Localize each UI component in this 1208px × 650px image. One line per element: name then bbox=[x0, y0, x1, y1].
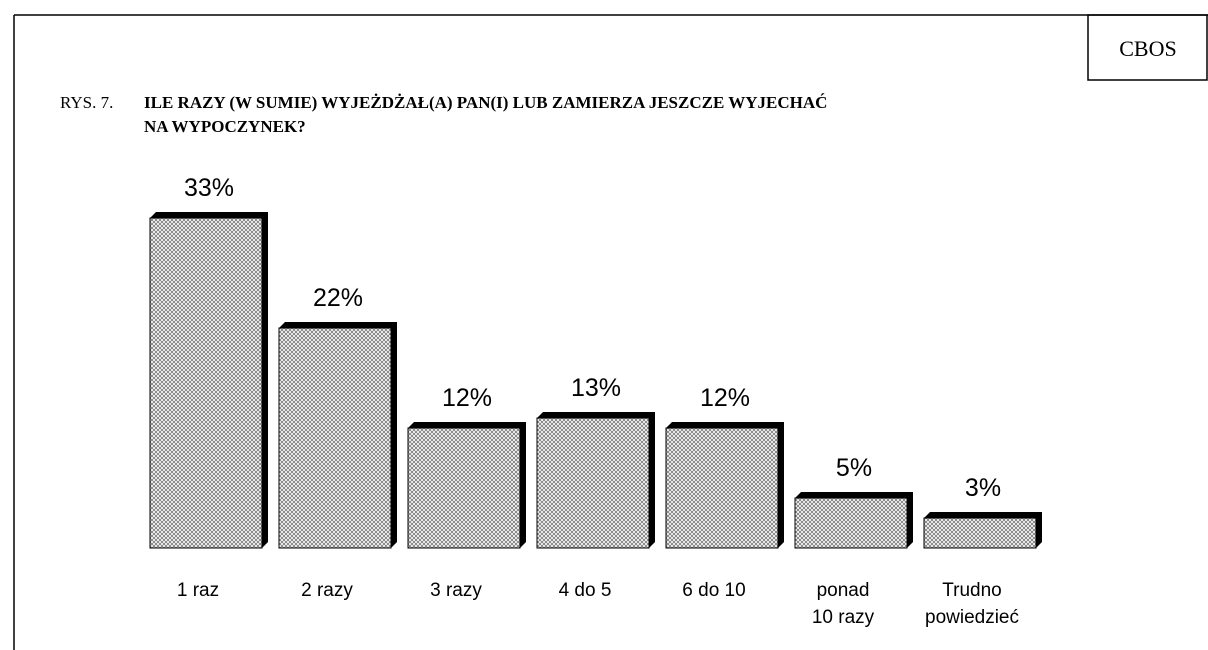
bar bbox=[536, 417, 650, 549]
x-tick-label: 3 razy bbox=[430, 580, 482, 601]
source-box bbox=[1087, 14, 1208, 81]
figure-label: RYS. 7. bbox=[60, 93, 113, 112]
bar bbox=[278, 327, 392, 549]
value-label: 3% bbox=[965, 474, 1001, 502]
bar bbox=[665, 427, 779, 549]
bar bbox=[923, 517, 1037, 549]
value-label: 12% bbox=[700, 384, 750, 412]
x-tick-label: Trudno powiedzieć bbox=[925, 580, 1019, 628]
bar bbox=[794, 497, 908, 549]
bar-side bbox=[924, 512, 1042, 548]
value-label: 22% bbox=[313, 284, 363, 312]
x-tick-label: 4 do 5 bbox=[559, 580, 612, 601]
bar bbox=[149, 217, 263, 549]
value-label: 13% bbox=[571, 374, 621, 402]
x-tick-label: 2 razy bbox=[301, 580, 353, 601]
value-label: 5% bbox=[836, 454, 872, 482]
chart-title: ILE RAZY (W SUMIE) WYJEŻDŻAŁ(A) PAN(I) L… bbox=[144, 93, 827, 136]
source: CBOS bbox=[1119, 36, 1176, 61]
bar bbox=[407, 427, 521, 549]
x-tick-label: 6 do 10 bbox=[682, 580, 745, 601]
value-label: 12% bbox=[442, 384, 492, 412]
x-tick-label: 1 raz bbox=[177, 580, 219, 601]
value-label: 33% bbox=[184, 174, 234, 202]
x-tick-label: ponad 10 razy bbox=[812, 580, 875, 628]
